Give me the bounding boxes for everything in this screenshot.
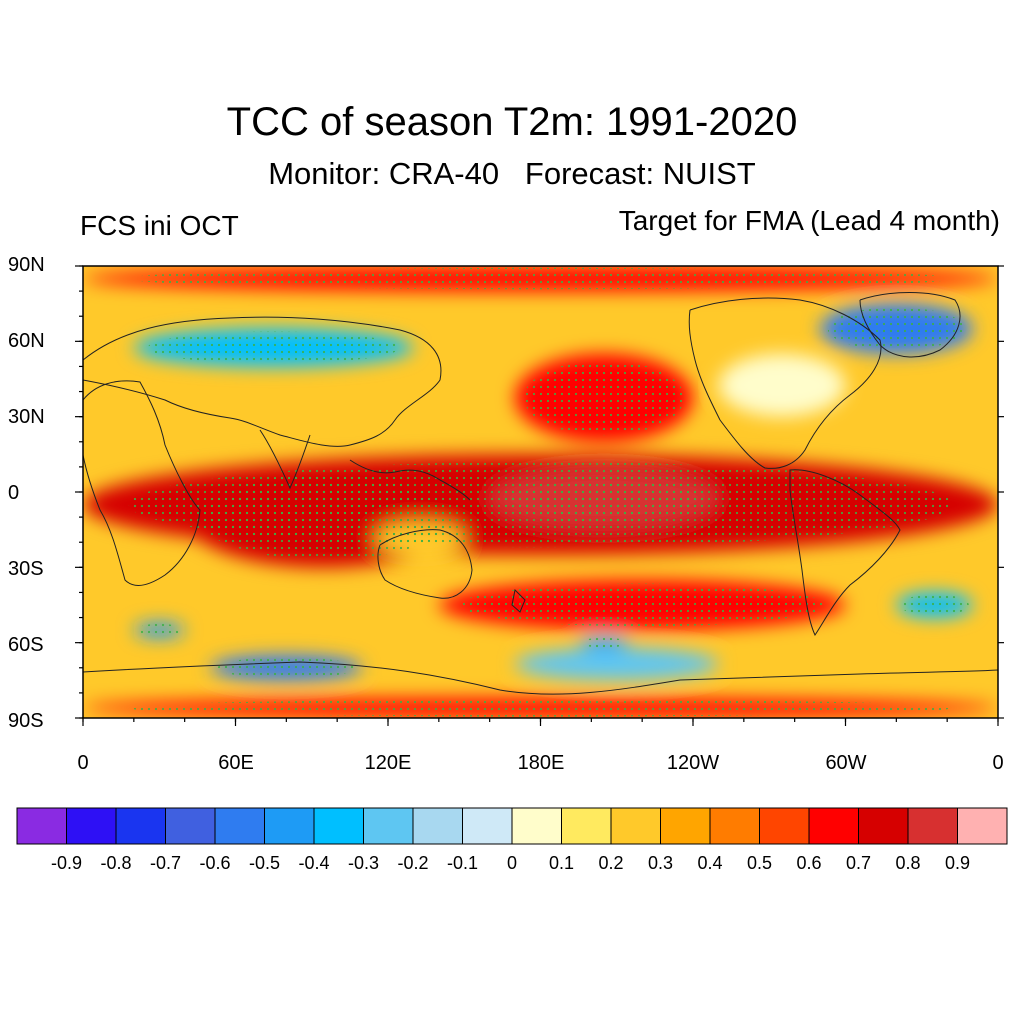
lon-label-0-end: 0 (992, 752, 1004, 774)
lat-label-eq: 0 (8, 482, 20, 504)
colorbar-swatch-15 (759, 807, 810, 845)
colorbar-swatch-19 (957, 807, 1008, 845)
coast-india (259, 429, 311, 490)
colorbar-label: 0.7 (845, 853, 872, 873)
coast-maritime (349, 459, 471, 501)
coast-eurasia (83, 316, 442, 447)
colorbar-label: 0.8 (895, 853, 921, 873)
stipple-region-8 (827, 307, 965, 351)
coast-australia (377, 529, 473, 599)
lon-label-180e: 180E (517, 752, 565, 774)
colorbar-label: -0.5 (248, 853, 281, 873)
colorbar-swatch-9 (462, 807, 513, 845)
chart-title: TCC of season T2m: 1991-2020 (226, 100, 798, 144)
coast-antarctica (83, 661, 998, 695)
coastlines (83, 292, 998, 695)
stipple-region-5 (128, 267, 953, 290)
colorbar-swatch-7 (363, 807, 414, 845)
field-region-10 (515, 647, 719, 681)
lat-label-30n: 30N (8, 406, 45, 428)
lat-label-60n: 60N (8, 330, 45, 352)
colorbar-label: -0.7 (149, 853, 182, 873)
colorbar-label: 0.6 (796, 853, 822, 873)
colorbar-label: -0.6 (199, 853, 231, 873)
colorbar-label: 0.5 (746, 853, 773, 873)
colorbar-swatch-0 (16, 807, 67, 845)
stipple-region-6 (128, 699, 953, 717)
colorbar-swatch-16 (808, 807, 859, 845)
colorbar-swatch-4 (214, 807, 265, 845)
colorbar-label: -0.2 (397, 853, 429, 873)
lat-label-60s: 60S (8, 634, 44, 656)
stipple-region-4 (459, 583, 826, 627)
coast-new-zealand (511, 588, 526, 613)
colorbar-swatch-12 (610, 807, 661, 845)
colorbar-swatch-2 (115, 807, 166, 845)
colorbar-label: 0.9 (944, 853, 971, 873)
colorbar-swatch-11 (561, 807, 612, 845)
colorbar-label: 0.3 (647, 853, 674, 873)
field-region-14 (718, 353, 846, 417)
stipple-region-3 (523, 360, 685, 436)
colorbar-label: -0.8 (100, 853, 132, 873)
lon-label-120e: 120E (364, 752, 412, 774)
coast-greenland (859, 292, 961, 358)
colorbar-swatch-17 (858, 807, 909, 845)
colorbar-label: 0.1 (548, 853, 575, 873)
stipple-region-13 (581, 637, 627, 648)
colorbar-label: -0.1 (446, 853, 479, 873)
lon-label-0: 0 (77, 752, 89, 774)
stipple-region-12 (136, 623, 183, 637)
colorbar-label: -0.9 (50, 853, 83, 873)
lon-label-120w: 120W (666, 752, 720, 774)
colorbar-swatch-18 (907, 807, 958, 845)
lon-label-60w: 60W (825, 752, 867, 774)
colorbar-swatch-8 (412, 807, 463, 845)
lat-label-30s: 30S (8, 558, 44, 580)
colorbar-swatch-10 (511, 807, 562, 845)
left-string: FCS ini OCT (80, 210, 239, 241)
stipple-region-2 (198, 474, 451, 560)
colorbar-swatch-14 (709, 807, 760, 845)
right-string: Target for FMA (Lead 4 month) (618, 205, 1000, 236)
coast-africa (83, 380, 201, 586)
colorbar-label: -0.3 (347, 853, 380, 873)
stipple-region-1 (501, 471, 707, 525)
map-plot-area (83, 266, 998, 718)
stipple-region-9 (217, 657, 355, 679)
stipple-region-11 (900, 594, 969, 616)
significance-stippling (128, 267, 969, 717)
colorbar-label: 0 (506, 853, 518, 873)
colorbar-label: 0.4 (697, 853, 723, 873)
colorbar-label: -0.4 (298, 853, 330, 873)
colorbar-swatch-5 (264, 807, 315, 845)
axis-ticks (75, 265, 1004, 726)
chart-subtitle: Monitor: CRA-40 Forecast: NUIST (268, 156, 756, 191)
colorbar-label: 0.2 (598, 853, 624, 873)
colorbar-swatch-1 (66, 807, 117, 845)
lat-label-90s: 90S (8, 710, 44, 732)
lon-label-60e: 60E (218, 752, 254, 774)
colorbar-swatch-3 (165, 807, 216, 845)
colorbar-swatch-13 (660, 807, 711, 845)
coast-south-america (789, 469, 901, 637)
lat-label-90n: 90N (8, 254, 45, 276)
colorbar-swatch-6 (313, 807, 364, 845)
coast-north-america (688, 297, 882, 469)
stipple-region-7 (147, 331, 400, 364)
colorbar (16, 807, 1008, 845)
